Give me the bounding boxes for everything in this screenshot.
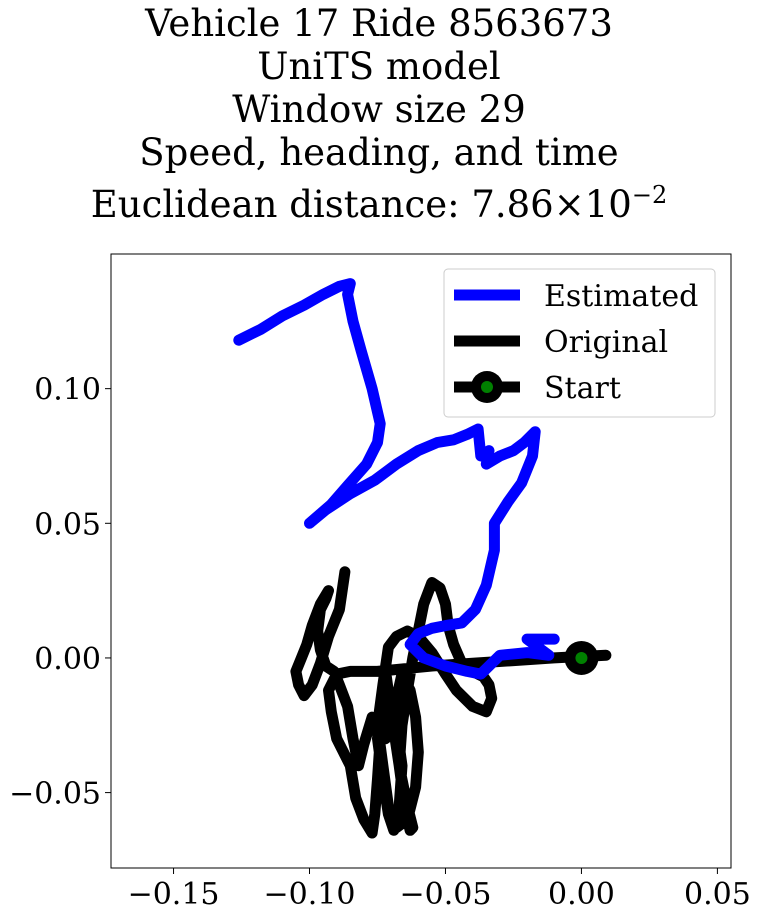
title-line-4: Speed, heading, and time — [139, 131, 619, 174]
distance-mantissa: 7.86 — [471, 183, 554, 226]
legend-start-marker — [481, 381, 493, 393]
distance-base: 10 — [584, 183, 632, 226]
title-line-2: UniTS model — [257, 45, 501, 88]
legend-label: Estimated — [544, 279, 698, 314]
chart-title: Vehicle 17 Ride 8563673 UniTS model Wind… — [0, 2, 758, 226]
series-line-original — [290, 566, 612, 839]
x-tick-label: 0.00 — [548, 877, 615, 912]
y-tick-label: 0.10 — [34, 373, 101, 408]
distance-prefix: Euclidean distance: — [90, 183, 472, 226]
distance-times: × — [553, 183, 585, 226]
series-line-estimated — [233, 278, 560, 680]
series-layer — [233, 278, 612, 839]
axes-frame — [110, 253, 732, 869]
x-tick-label: −0.05 — [400, 877, 492, 912]
title-line-1: Vehicle 17 Ride 8563673 — [145, 2, 613, 45]
x-tick-label: 0.05 — [684, 877, 751, 912]
start-marker — [575, 651, 588, 664]
title-line-5: Euclidean distance: 7.86×10−2 — [0, 174, 758, 226]
legend: Estimated Original Start — [443, 268, 716, 418]
y-tick-label: −0.05 — [9, 777, 101, 812]
title-line-3: Window size 29 — [232, 88, 526, 131]
distance-exponent: −2 — [631, 181, 668, 209]
y-tick-label: 0.05 — [34, 507, 101, 542]
ticks-layer: −0.15 −0.10 −0.05 0.00 0.05 −0.05 0.00 0.05 0.10 — [9, 373, 751, 912]
y-tick-label: 0.00 — [34, 642, 101, 677]
x-tick-label: −0.10 — [264, 877, 356, 912]
legend-label: Start — [544, 371, 621, 406]
legend-box — [443, 268, 716, 418]
x-tick-label: −0.15 — [128, 877, 220, 912]
legend-label: Original — [544, 325, 668, 360]
